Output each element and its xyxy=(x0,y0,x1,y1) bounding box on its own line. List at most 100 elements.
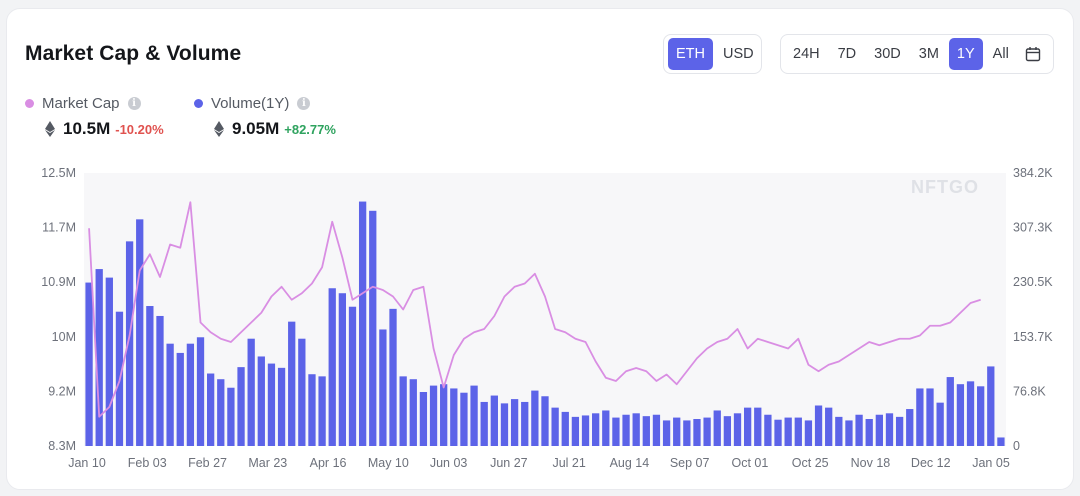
volume-bar xyxy=(662,420,671,446)
volume-bar xyxy=(288,321,296,446)
volume-bar xyxy=(754,407,762,446)
volume-bar xyxy=(774,419,782,446)
range-30d-button[interactable]: 30D xyxy=(874,46,901,62)
market-cap-change: -10.20% xyxy=(115,122,164,137)
range-1y-button[interactable]: 1Y xyxy=(948,38,983,70)
volume-bar xyxy=(977,386,985,446)
eth-icon xyxy=(45,121,55,137)
market-cap-value: 10.5M xyxy=(63,119,111,138)
volume-bar xyxy=(348,306,357,446)
volume-bar xyxy=(257,356,265,446)
volume-bar xyxy=(825,407,833,446)
x-tick: Dec 12 xyxy=(911,456,951,470)
volume-bar xyxy=(510,399,519,446)
x-tick: Jun 03 xyxy=(430,456,468,470)
range-7d-button[interactable]: 7D xyxy=(837,46,857,62)
volume-bar xyxy=(85,282,93,446)
volume-bar xyxy=(733,413,742,446)
volume-bar xyxy=(419,392,428,446)
y-left-tick: 11.7M xyxy=(42,221,76,235)
y-left-tick: 8.3M xyxy=(48,439,76,453)
volume-bar xyxy=(196,337,205,446)
volume-bar xyxy=(440,384,448,446)
range-3m-button[interactable]: 3M xyxy=(918,46,939,62)
y-left-tick: 10.9M xyxy=(41,275,76,289)
legend-volume-label: Volume(1Y) xyxy=(211,95,290,112)
volume-bar xyxy=(571,416,580,446)
legend-market-cap[interactable]: Market Cap i xyxy=(25,95,141,112)
calendar-icon[interactable] xyxy=(1019,38,1047,70)
volume-bar xyxy=(713,410,721,446)
volume-bar xyxy=(723,416,732,446)
volume-bar xyxy=(926,388,934,446)
volume-bar xyxy=(804,420,813,446)
x-tick: Mar 23 xyxy=(248,456,287,470)
nftgo-watermark: NFTGO xyxy=(911,177,979,197)
x-tick: May 10 xyxy=(368,456,409,470)
info-icon[interactable]: i xyxy=(127,97,141,110)
volume-bar xyxy=(622,414,630,446)
volume-bar xyxy=(612,417,620,446)
volume-bar xyxy=(217,379,225,446)
x-tick: Aug 14 xyxy=(610,456,650,470)
x-tick: Apr 16 xyxy=(310,456,347,470)
y-left-tick: 10M xyxy=(52,330,76,344)
volume-bar xyxy=(683,420,691,446)
volume-bar xyxy=(764,414,772,446)
currency-usd-button[interactable]: USD xyxy=(723,46,754,62)
volume-bar xyxy=(855,414,863,446)
volume-bar xyxy=(470,385,478,446)
volume-bar xyxy=(561,411,569,446)
volume-bar xyxy=(693,419,701,446)
volume-bar xyxy=(358,201,367,446)
volume-bar xyxy=(450,388,458,446)
volume-bar xyxy=(308,374,316,446)
volume-bar xyxy=(146,306,154,446)
legend-volume[interactable]: Volume(1Y) i xyxy=(194,95,311,112)
volume-bar xyxy=(95,269,103,446)
volume-bar xyxy=(247,338,255,446)
volume-bar xyxy=(814,405,823,446)
volume-bar xyxy=(652,414,661,446)
market-cap-line xyxy=(88,201,981,418)
volume-bar xyxy=(166,343,174,446)
x-tick: Feb 03 xyxy=(128,456,167,470)
info-icon[interactable]: i xyxy=(297,97,311,110)
x-tick: Nov 18 xyxy=(851,456,891,470)
volume-summary: 9.05M +82.77% xyxy=(214,119,336,139)
volume-bar xyxy=(642,416,650,446)
y-right-tick: 76.8K xyxy=(1013,384,1046,398)
volume-bar xyxy=(298,338,306,446)
y-right-tick: 153.7K xyxy=(1013,330,1053,344)
volume-bar xyxy=(399,376,407,446)
x-tick: Jan 05 xyxy=(972,456,1010,470)
volume-bar xyxy=(936,402,944,446)
volume-bar xyxy=(703,417,711,446)
currency-eth-button[interactable]: ETH xyxy=(668,38,713,70)
volume-bar xyxy=(176,352,184,446)
volume-bar xyxy=(379,329,387,446)
volume-bar xyxy=(895,416,904,446)
y-right-tick: 0 xyxy=(1013,439,1020,453)
legend-market-cap-label: Market Cap xyxy=(42,95,120,112)
y-left-tick: 12.5M xyxy=(41,166,76,180)
range-all-button[interactable]: All xyxy=(992,46,1009,62)
volume-bar xyxy=(156,315,164,446)
volume-bar xyxy=(835,416,843,446)
market-cap-dot-icon xyxy=(25,99,34,108)
volume-bar xyxy=(743,407,752,446)
volume-bar xyxy=(845,420,853,446)
volume-bar xyxy=(318,376,326,446)
range-24h-button[interactable]: 24H xyxy=(793,46,820,62)
volume-bar xyxy=(338,293,347,446)
eth-icon xyxy=(214,121,224,137)
x-tick: Oct 25 xyxy=(792,456,829,470)
volume-bar xyxy=(885,413,894,446)
volume-bar xyxy=(592,413,600,446)
x-tick: Jan 10 xyxy=(68,456,106,470)
y-right-tick: 307.3K xyxy=(1013,221,1053,235)
volume-bar xyxy=(916,388,924,446)
chart-title: Market Cap & Volume xyxy=(25,42,242,65)
volume-bar xyxy=(784,417,792,446)
